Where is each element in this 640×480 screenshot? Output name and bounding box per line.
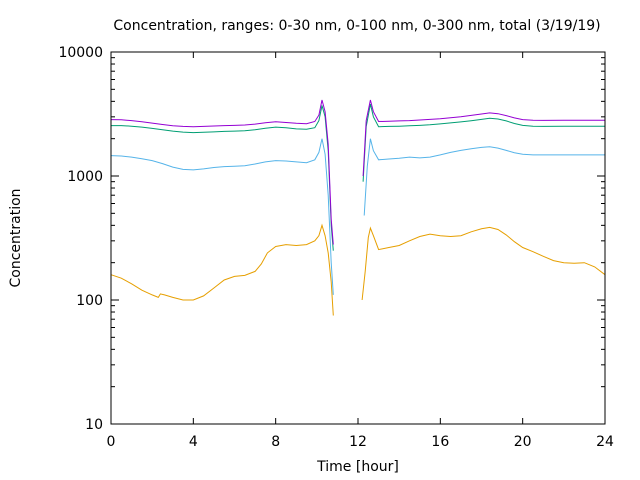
- y-tick-label: 10: [85, 417, 103, 433]
- series-1-line-segment-2: [361, 226, 606, 301]
- x-axis-title: Time [hour]: [316, 459, 399, 475]
- series-4-line-segment-1: [110, 99, 334, 245]
- x-tick-label: 0: [107, 434, 116, 450]
- series-2-line-segment-2: [363, 138, 605, 216]
- series-4-line-segment-2: [362, 99, 605, 177]
- plot-area: [110, 99, 606, 316]
- y-tick-label: 100: [76, 293, 103, 309]
- plot-frame: [110, 51, 606, 425]
- series-2-line-segment-1: [110, 138, 334, 295]
- x-tick-label: 8: [271, 434, 280, 450]
- chart-title: Concentration, ranges: 0-30 nm, 0-100 nm…: [113, 18, 600, 34]
- x-tick-label: 24: [596, 434, 614, 450]
- y-tick-label: 10000: [58, 45, 103, 61]
- series-3-line-segment-1: [111, 105, 334, 251]
- x-axis: 0 4 8 12 16 20 24: [107, 52, 614, 450]
- y-tick-label: 1000: [67, 169, 103, 185]
- y-axis-title: Concentration: [8, 188, 24, 287]
- series-3-line-segment-2: [362, 103, 605, 182]
- x-tick-label: 4: [189, 434, 198, 450]
- x-tick-label: 20: [514, 434, 532, 450]
- series-1-line-segment-1: [110, 223, 334, 316]
- x-tick-label: 16: [431, 434, 449, 450]
- x-tick-label: 12: [349, 434, 367, 450]
- y-axis: 10 100 1000 10000: [58, 45, 605, 433]
